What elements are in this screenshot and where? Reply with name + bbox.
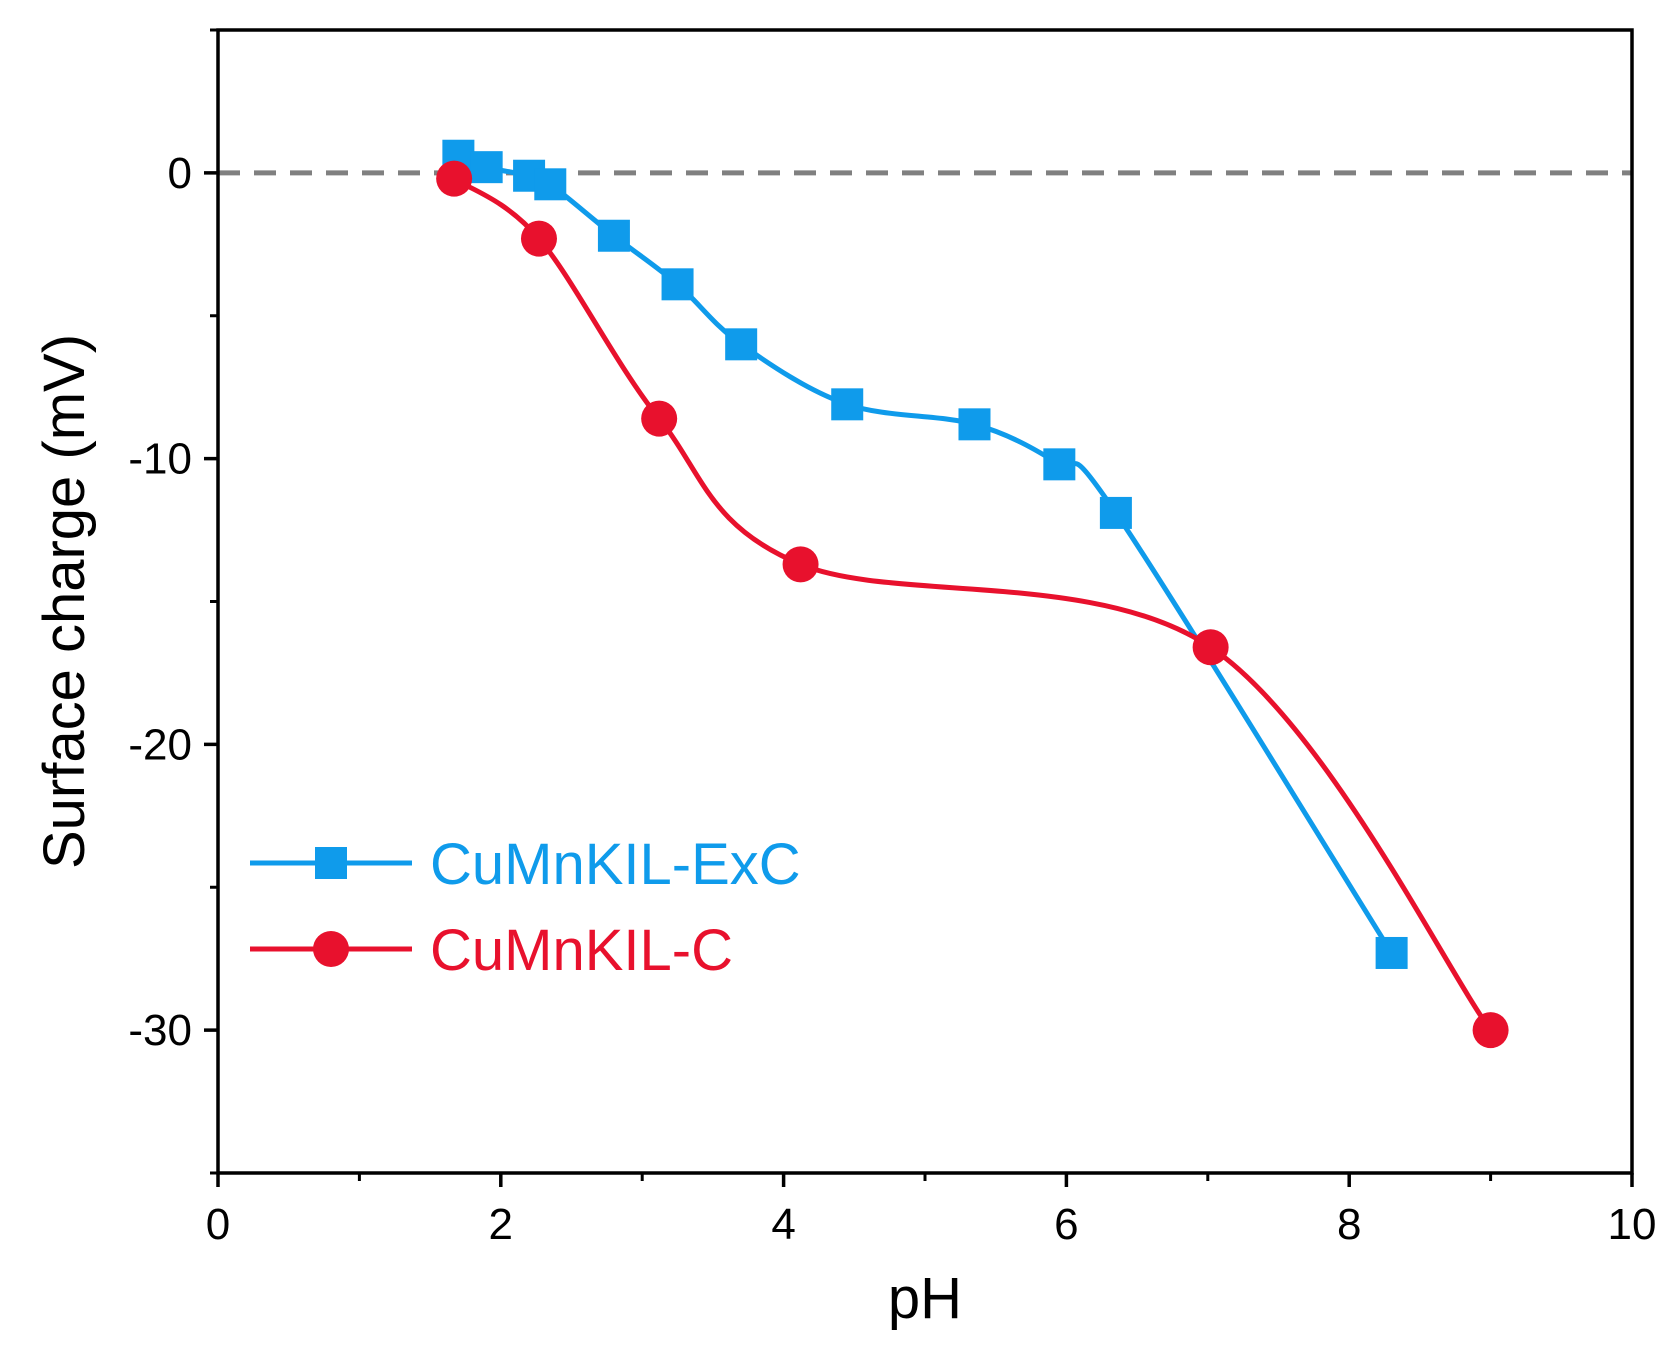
x-tick-label: 10	[1608, 1200, 1657, 1249]
data-point-square	[597, 219, 630, 252]
data-point-circle	[520, 220, 557, 257]
y-tick-label: -10	[128, 435, 192, 484]
legend-label: CuMnKIL-C	[430, 918, 733, 983]
data-point-circle	[1472, 1012, 1509, 1049]
data-point-square	[661, 268, 694, 301]
legend-marker-square	[315, 847, 347, 879]
data-point-square	[470, 151, 503, 184]
x-tick-label: 4	[771, 1200, 795, 1249]
plot-frame	[216, 28, 1634, 1175]
x-tick-label: 0	[206, 1200, 230, 1249]
x-tick-label: 8	[1337, 1200, 1361, 1249]
data-point-square	[1043, 448, 1076, 481]
data-point-square	[1099, 496, 1132, 529]
data-point-circle	[782, 546, 819, 583]
x-tick-label: 6	[1054, 1200, 1078, 1249]
y-tick-label: 0	[168, 149, 192, 198]
x-axis-title: pH	[888, 1266, 962, 1331]
data-point-square	[958, 408, 991, 441]
legend-marker-circle	[313, 931, 349, 967]
y-tick-label: -30	[128, 1006, 192, 1055]
y-tick-label: -20	[128, 720, 192, 769]
series-line-1	[452, 176, 1493, 1032]
data-point-square	[831, 388, 864, 421]
data-point-square	[534, 168, 567, 201]
x-tick-label: 2	[489, 1200, 513, 1249]
data-point-square	[725, 328, 758, 361]
data-point-circle	[436, 160, 473, 197]
data-point-circle	[641, 400, 678, 437]
y-axis-title: Surface charge (mV)	[32, 334, 97, 869]
data-point-circle	[1192, 629, 1229, 666]
data-point-square	[1375, 936, 1408, 969]
legend-label: CuMnKIL-ExC	[430, 832, 801, 897]
